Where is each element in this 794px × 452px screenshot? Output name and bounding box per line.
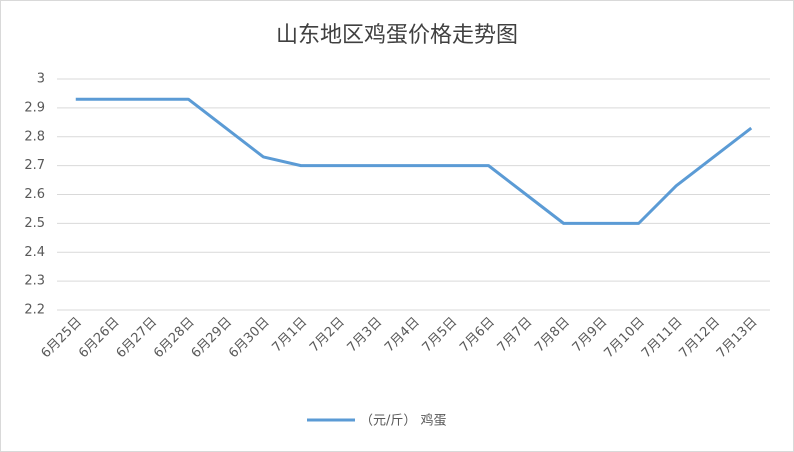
y-tick-label: 2.6 <box>24 187 45 202</box>
line-series <box>75 97 753 225</box>
y-tick-label: 2.2 <box>24 303 45 318</box>
y-tick-label: 2.9 <box>24 100 45 115</box>
y-tick-label: 3 <box>37 72 45 87</box>
chart-title: 山东地区鸡蛋价格走势图 <box>276 23 518 48</box>
y-tick-label: 2.7 <box>24 158 45 173</box>
y-tick-label: 2.5 <box>24 216 45 231</box>
legend-label: （元/斤） 鸡蛋 <box>360 413 447 429</box>
y-tick-label: 2.8 <box>24 129 45 144</box>
y-tick-label: 2.4 <box>24 245 45 260</box>
y-tick-label: 2.3 <box>24 274 45 289</box>
